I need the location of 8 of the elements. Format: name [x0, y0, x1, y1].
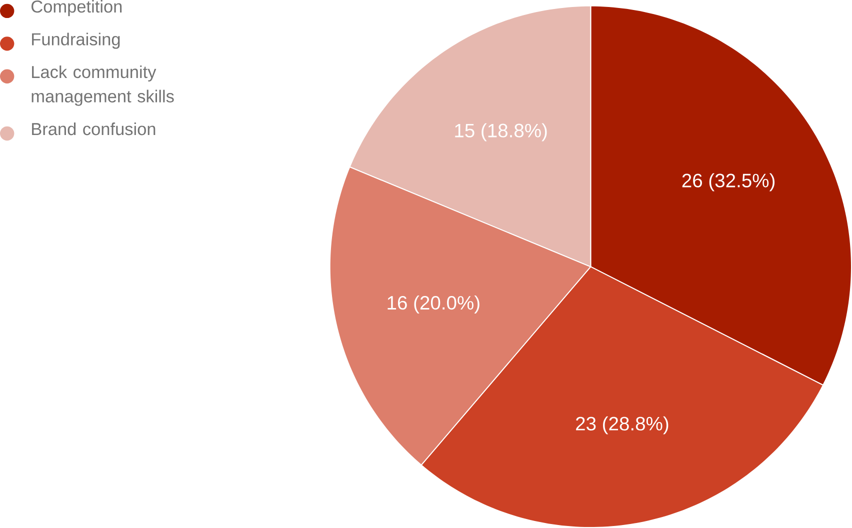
legend-label: Fundraising	[32, 32, 120, 49]
legend-label: Brand confusion	[32, 122, 156, 136]
data-label: 16 (20.0%)	[388, 295, 480, 314]
data-label: 23 (28.8%)	[576, 416, 668, 434]
data-label: 26 (32.5%)	[682, 173, 775, 192]
data-label: 15 (18.8%)	[455, 123, 547, 142]
legend-label: Competition	[32, 0, 122, 16]
legend-label: Lack community management skills	[32, 65, 174, 106]
